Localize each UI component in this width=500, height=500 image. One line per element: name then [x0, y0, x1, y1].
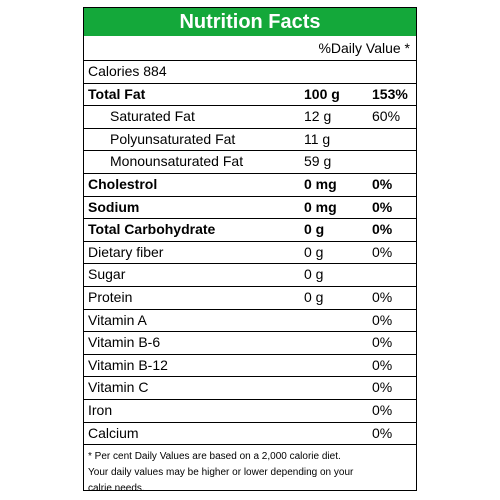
nutrient-amount: 11 g — [304, 130, 331, 147]
nutrient-row-sugar: Sugar 0 g — [84, 263, 416, 286]
nutrient-name: Protein — [88, 288, 133, 305]
nutrient-amount: 100 g — [304, 85, 340, 102]
nutrient-rows: Calories 884 Total Fat 100 g 153% Satura… — [84, 60, 416, 444]
nutrient-amount: 0 g — [304, 221, 325, 238]
nutrient-name: Calcium — [88, 424, 139, 441]
footnote-line: calrie needs. — [88, 483, 145, 494]
nutrient-name: Vitamin B-12 — [88, 356, 168, 373]
nutrient-row-total-fat: Total Fat 100 g 153% — [84, 82, 416, 106]
nutrient-daily-value: 0% — [372, 221, 393, 238]
nutrient-name: Iron — [88, 401, 113, 418]
nutrient-name: Total Fat — [88, 85, 146, 102]
nutrient-row-polyunsaturated-fat: Polyunsaturated Fat 11 g — [84, 127, 416, 151]
nutrient-name: Polyunsaturated Fat — [110, 130, 236, 147]
nutrient-amount: 0 mg — [304, 198, 337, 215]
nutrient-daily-value: 0% — [372, 175, 393, 192]
nutrient-daily-value: 0% — [372, 356, 393, 373]
nutrient-row-calcium: Calcium 0% — [84, 421, 416, 445]
nutrient-daily-value: 60% — [372, 108, 401, 125]
nutrient-row-total-carbohydrate: Total Carbohydrate 0 g 0% — [84, 218, 416, 241]
footnote-line: Your daily values may be higher or lower… — [88, 467, 354, 478]
nutrient-name: Total Carbohydrate — [88, 221, 216, 238]
nutrient-daily-value: 0% — [372, 424, 393, 441]
nutrient-amount: 0 mg — [304, 175, 337, 192]
calories-row: Calories 884 — [84, 60, 416, 83]
nutrient-daily-value: 0% — [372, 401, 393, 418]
nutrient-amount: 12 g — [304, 108, 332, 125]
nutrient-row-vitamin-a: Vitamin A 0% — [84, 308, 416, 332]
nutrient-daily-value: 0% — [372, 243, 393, 260]
nutrient-row-iron: Iron 0% — [84, 398, 416, 422]
nutrient-name: Cholestrol — [88, 175, 158, 192]
nutrient-name: Vitamin C — [88, 379, 149, 396]
nutrient-row-protein: Protein 0 g 0% — [84, 285, 416, 309]
nutrient-name: Vitamin A — [88, 311, 147, 328]
nutrient-amount: 0 g — [304, 243, 324, 260]
calories-text: Calories 884 — [88, 63, 167, 79]
daily-value-header: %Daily Value * — [318, 40, 410, 56]
footnote-line: * Per cent Daily Values are based on a 2… — [88, 451, 341, 462]
nutrient-amount: 0 g — [304, 288, 324, 305]
nutrient-row-vitamin-b12: Vitamin B-12 0% — [84, 353, 416, 377]
nutrient-row-dietary-fiber: Dietary fiber 0 g 0% — [84, 240, 416, 264]
footnote: * Per cent Daily Values are based on a 2… — [84, 444, 416, 497]
nutrient-row-cholestrol: Cholestrol 0 mg 0% — [84, 172, 416, 196]
nutrient-name: Sodium — [88, 198, 140, 215]
nutrient-daily-value: 0% — [372, 311, 393, 328]
nutrient-amount: 59 g — [304, 153, 332, 170]
nutrient-amount: 0 g — [304, 266, 324, 283]
nutrient-row-vitamin-c: Vitamin C 0% — [84, 376, 416, 399]
nutrient-row-vitamin-b6: Vitamin B-6 0% — [84, 331, 416, 354]
nutrient-daily-value: 0% — [372, 334, 393, 351]
nutrient-daily-value: 0% — [372, 288, 393, 305]
nutrient-name: Saturated Fat — [110, 108, 195, 125]
nutrient-name: Vitamin B-6 — [88, 334, 161, 351]
nutrient-name: Sugar — [88, 266, 126, 283]
nutrient-row-monounsaturated-fat: Monounsaturated Fat 59 g — [84, 150, 416, 173]
nutrient-daily-value: 0% — [372, 198, 393, 215]
nutrient-name: Dietary fiber — [88, 243, 164, 260]
nutrient-daily-value: 0% — [372, 379, 393, 396]
nutrition-label: Nutrition Facts %Daily Value * Calories … — [83, 7, 417, 494]
label-title: Nutrition Facts — [84, 8, 416, 36]
nutrient-row-sodium: Sodium 0 mg 0% — [84, 195, 416, 219]
nutrient-daily-value: 153% — [372, 85, 408, 102]
nutrient-row-saturated-fat: Saturated Fat 12 g 60% — [84, 105, 416, 128]
nutrient-name: Monounsaturated Fat — [110, 153, 244, 170]
